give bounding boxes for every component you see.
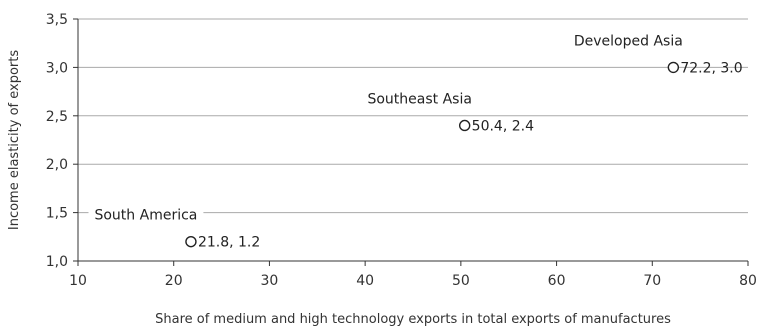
x-axis-title: Share of medium and high technology expo… [155,312,671,327]
x-tick-label: 60 [548,273,566,289]
x-tick-label: 70 [643,273,661,289]
point-label: South America [94,208,197,224]
y-tick-label: 2,0 [46,157,68,173]
point-label: Developed Asia [574,33,683,49]
point-value-label: 50.4, 2.4 [472,118,534,134]
point-label-background [88,206,204,225]
axes [73,18,749,266]
point-value-label: 72.2, 3.0 [680,60,742,76]
x-tick-label: 20 [165,273,183,289]
y-tick-label: 1,0 [46,254,68,270]
point-marker [458,119,471,132]
y-tick-label: 1,5 [46,206,68,222]
grid-lines [78,18,748,214]
point-value-label: 21.8, 1.2 [198,235,260,251]
y-tick-label: 2,5 [46,109,68,125]
x-tick-label: 40 [356,273,374,289]
point-marker [667,61,680,74]
y-tick-label: 3,5 [46,12,68,28]
y-axis-title: Income elasticity of exports [7,50,22,230]
data-point: Developed Asia 72.2, 3.0 [567,32,743,76]
tick-labels: 1,0 1,5 2,0 2,5 3,0 3,5 10 20 30 40 50 60 70 80 [46,12,757,289]
x-tick-label: 30 [261,273,279,289]
point-label: Southeast Asia [367,91,471,107]
point-label-background [567,32,689,51]
x-tick-label: 10 [69,273,87,289]
x-tick-label: 50 [452,273,470,289]
y-tick-label: 3,0 [46,60,68,76]
x-tick-label: 80 [739,273,757,289]
point-marker [185,235,197,248]
point-label-background [361,90,478,109]
